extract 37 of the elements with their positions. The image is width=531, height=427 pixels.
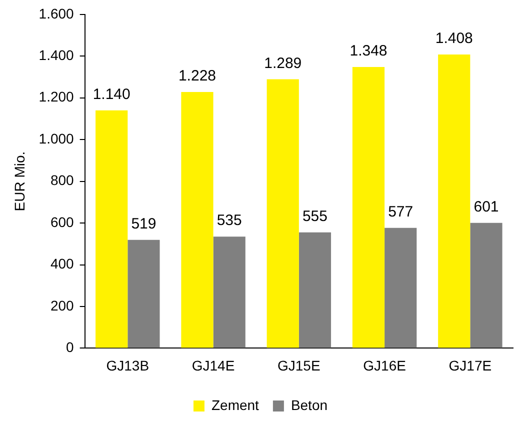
x-tick-label: GJ17E [448, 357, 492, 374]
bar [352, 66, 385, 348]
x-tick-label: GJ13B [106, 357, 150, 374]
data-label: 519 [131, 216, 156, 233]
bar [384, 228, 417, 348]
y-axis-title: EUR Mio. [11, 151, 28, 212]
y-tick-label: 600 [50, 214, 74, 230]
y-tick-label: 0 [66, 339, 74, 356]
x-tick-label: GJ14E [192, 357, 235, 374]
bar [470, 222, 502, 348]
data-label: 555 [302, 208, 328, 226]
data-label: 577 [388, 203, 414, 220]
data-label: 1.140 [92, 86, 130, 104]
y-tick-label: 1.400 [38, 46, 74, 63]
data-label: 601 [474, 198, 499, 216]
legend-label: Zement [211, 396, 260, 413]
bar [213, 236, 246, 348]
y-tick-label: 1.600 [38, 5, 74, 22]
data-label: 1.228 [178, 68, 216, 85]
y-tick-label: 200 [50, 297, 74, 314]
bar [298, 232, 332, 348]
x-tick-label: GJ16E [363, 357, 406, 374]
y-tick-label: 1.200 [38, 88, 74, 105]
y-tick-label: 1.000 [38, 130, 74, 146]
bar [128, 240, 160, 348]
data-label: 1.289 [264, 54, 302, 72]
bar [266, 79, 299, 348]
legend-label: Beton [290, 396, 328, 413]
bar [181, 92, 214, 348]
data-label: 535 [216, 212, 242, 230]
bar [96, 110, 128, 348]
bar [438, 54, 470, 348]
y-tick-label: 400 [50, 256, 74, 272]
data-label: 1.348 [350, 42, 388, 60]
x-tick-label: GJ15E [278, 357, 320, 374]
y-tick-label: 800 [50, 172, 74, 188]
data-label: 1.408 [435, 30, 473, 48]
